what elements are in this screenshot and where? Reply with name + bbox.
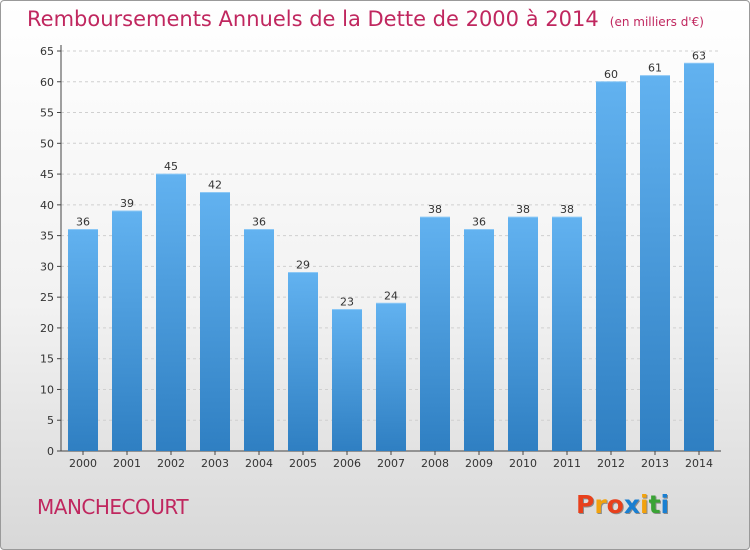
x-tick-label: 2010: [509, 457, 537, 470]
y-tick-label: 15: [40, 353, 54, 366]
value-label: 36: [252, 215, 266, 228]
value-label: 24: [384, 289, 398, 302]
chart-title: Remboursements Annuels de la Dette de 20…: [27, 7, 704, 31]
bars: [68, 62, 714, 452]
y-tick-label: 10: [40, 383, 54, 396]
bar: [200, 192, 230, 452]
chart-title-text: Remboursements Annuels de la Dette de 20…: [27, 7, 599, 31]
x-tick-label: 2002: [157, 457, 185, 470]
bar: [112, 211, 142, 451]
bar: [464, 229, 494, 451]
y-tick-label: 55: [40, 107, 54, 120]
proxiti-logo: Proxiti: [576, 490, 669, 519]
value-label: 61: [648, 62, 662, 75]
y-tick-label: 35: [40, 230, 54, 243]
bar: [156, 174, 186, 452]
logo-letter: r: [594, 490, 607, 519]
y-tick-label: 25: [40, 291, 54, 304]
x-tick-labels: 2000 2001 2002 2003 2004 2005 2006 2007 2008 2009…: [69, 457, 713, 470]
value-label: 36: [472, 215, 486, 228]
bar: [508, 217, 538, 451]
y-tick-label: 50: [40, 137, 54, 150]
x-tick-label: 2011: [553, 457, 581, 470]
value-label: 38: [516, 203, 530, 216]
bar: [244, 229, 274, 451]
value-label: 38: [428, 203, 442, 216]
y-tick-label: 65: [40, 45, 54, 58]
bar: [288, 272, 318, 451]
y-tick-label: 45: [40, 168, 54, 181]
x-tick-label: 2000: [69, 457, 97, 470]
chart-unit: (en milliers d'€): [609, 15, 704, 29]
value-label: 36: [76, 215, 90, 228]
logo-letter: t: [648, 490, 661, 519]
x-tick-label: 2001: [113, 457, 141, 470]
x-tick-label: 2009: [465, 457, 493, 470]
bar: [640, 75, 670, 451]
logo-letter: x: [623, 490, 640, 519]
bar: [332, 309, 362, 451]
value-label: 29: [296, 259, 310, 272]
value-label: 23: [340, 295, 354, 308]
y-tick-label: 20: [40, 322, 54, 335]
x-tick-label: 2004: [245, 457, 273, 470]
x-tick-label: 2005: [289, 457, 317, 470]
logo-letter: P: [576, 490, 595, 519]
y-tick-labels: 0 5 10 15 20 25 30 35 40 45 50 55 60 65: [40, 45, 54, 458]
logo-letter: i: [640, 490, 649, 519]
bar: [596, 81, 626, 452]
x-tick-label: 2006: [333, 457, 361, 470]
x-tick-label: 2012: [597, 457, 625, 470]
bar: [684, 63, 714, 452]
value-label: 42: [208, 179, 222, 192]
bar: [68, 229, 98, 451]
value-label: 38: [560, 203, 574, 216]
bar: [420, 217, 450, 451]
value-labels: 36 39 45 42 36 29 23 24 38 36 38 38 60 61 63: [76, 49, 706, 308]
logo-letter: o: [606, 490, 624, 519]
x-tick-label: 2013: [641, 457, 669, 470]
value-label: 60: [604, 68, 618, 81]
x-tick-label: 2003: [201, 457, 229, 470]
logo-letter: i: [660, 490, 670, 519]
bar: [376, 303, 406, 451]
bar: [552, 217, 582, 451]
x-tick-label: 2014: [685, 457, 713, 470]
x-tick-label: 2008: [421, 457, 449, 470]
y-tick-label: 0: [47, 445, 54, 458]
value-label: 63: [692, 49, 706, 62]
y-tick-label: 30: [40, 260, 54, 273]
y-tick-label: 5: [47, 414, 54, 427]
value-label: 39: [120, 197, 134, 210]
x-tick-label: 2007: [377, 457, 405, 470]
commune-name: MANCHECOURT: [37, 495, 189, 519]
value-label: 45: [164, 160, 178, 173]
y-tick-label: 40: [40, 199, 54, 212]
y-tick-label: 60: [40, 76, 54, 89]
